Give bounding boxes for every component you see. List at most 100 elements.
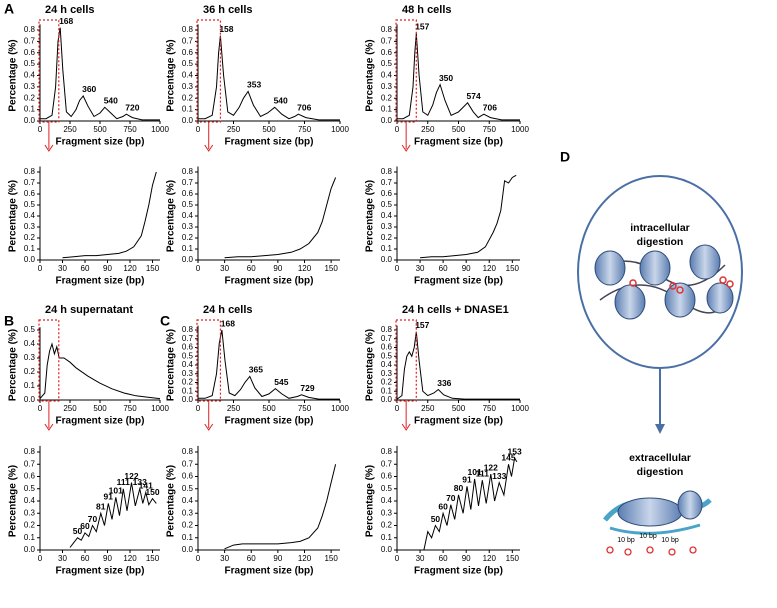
y-tick-label: 0.4	[182, 211, 194, 220]
y-tick-label: 0.6	[381, 189, 393, 198]
zoom-arrow-head	[204, 144, 214, 152]
y-tick-label: 0.5	[24, 484, 36, 493]
y-tick-label: 0.2	[24, 367, 36, 376]
diagram-label: digestion	[637, 236, 684, 248]
chart-title: 24 h cells + DNASE1	[402, 304, 509, 316]
y-tick-label: 0.8	[24, 167, 36, 176]
peak-label: 365	[249, 365, 263, 375]
y-tick-label: 0.1	[24, 244, 36, 253]
y-tick-label: 0.8	[381, 325, 393, 334]
x-tick-label: 250	[63, 404, 77, 413]
y-axis-label: Percentage (%)	[8, 39, 19, 111]
y-tick-label: 0.8	[381, 447, 393, 456]
x-tick-label: 1000	[511, 404, 529, 413]
y-tick-label: 0.6	[24, 472, 36, 481]
y-tick-label: 0.6	[182, 48, 194, 57]
y-tick-label: 0.2	[182, 521, 194, 530]
peak-label: 60	[438, 502, 448, 512]
x-axis-label: Fragment size (bp)	[56, 276, 145, 287]
highlight-box	[38, 19, 60, 123]
y-tick-label: 0.8	[24, 25, 36, 34]
x-tick-label: 30	[416, 264, 425, 273]
y-tick-label: 0.3	[182, 82, 194, 91]
highlight-box	[196, 319, 222, 402]
y-tick-label: 0.7	[24, 178, 36, 187]
spacing-label: 10 bp	[661, 537, 679, 544]
x-axis-label: Fragment size (bp)	[414, 416, 503, 427]
y-tick-label: 0.4	[381, 360, 393, 369]
y-tick-label: 0.3	[182, 508, 194, 517]
y-tick-label: 0.0	[381, 116, 393, 125]
y-axis-label: Percentage (%)	[365, 39, 376, 111]
peak-label: 353	[247, 80, 261, 90]
x-tick-label: 750	[123, 125, 137, 134]
y-tick-label: 0.0	[182, 255, 194, 264]
x-tick-label: 30	[220, 264, 229, 273]
y-tick-label: 0.1	[182, 105, 194, 114]
y-tick-label: 0.5	[182, 351, 194, 360]
x-tick-label: 1000	[151, 404, 169, 413]
y-tick-label: 0.4	[381, 496, 393, 505]
x-axis-label: Fragment size (bp)	[56, 566, 145, 577]
y-tick-label: 0.5	[381, 200, 393, 209]
y-tick-label: 0.4	[182, 71, 194, 80]
x-tick-label: 500	[452, 125, 466, 134]
x-tick-label: 750	[298, 125, 312, 134]
y-axis-label: Percentage (%)	[365, 329, 376, 401]
y-tick-label: 0.0	[182, 545, 194, 554]
peak-label: 141	[139, 481, 153, 491]
y-tick-label: 0.0	[24, 545, 36, 554]
x-tick-label: 750	[123, 404, 137, 413]
peak-label: 153	[508, 446, 522, 456]
x-tick-label: 150	[146, 554, 160, 563]
x-tick-label: 150	[324, 554, 338, 563]
x-tick-label: 60	[81, 264, 90, 273]
y-tick-label: 0.5	[24, 59, 36, 68]
peak-label: 80	[454, 483, 464, 493]
x-tick-label: 60	[247, 264, 256, 273]
y-tick-label: 0.8	[381, 25, 393, 34]
peak-label: 150	[145, 487, 159, 497]
y-tick-label: 0.5	[182, 59, 194, 68]
peak-label: 350	[439, 73, 453, 83]
y-tick-label: 0.3	[381, 82, 393, 91]
highlight-box	[395, 319, 417, 402]
y-tick-label: 0.0	[381, 545, 393, 554]
y-tick-label: 0.1	[182, 386, 194, 395]
diagram: intracellular digestion extracellular di…	[577, 175, 743, 556]
x-tick-label: 90	[103, 554, 112, 563]
x-axis-label: Fragment size (bp)	[225, 566, 314, 577]
y-tick-label: 0.1	[381, 386, 393, 395]
y-tick-label: 0.1	[182, 244, 194, 253]
peak-label: 168	[59, 16, 73, 26]
y-tick-label: 0.2	[24, 233, 36, 242]
x-tick-label: 250	[421, 125, 435, 134]
x-tick-label: 250	[63, 125, 77, 134]
y-tick-label: 0.5	[24, 200, 36, 209]
x-tick-label: 500	[262, 125, 276, 134]
peak-label: 706	[297, 102, 311, 112]
x-tick-label: 150	[146, 264, 160, 273]
y-tick-label: 0.8	[24, 447, 36, 456]
x-tick-label: 250	[421, 404, 435, 413]
line	[397, 33, 520, 121]
y-tick-label: 0.3	[381, 222, 393, 231]
y-axis-label: Percentage (%)	[365, 465, 376, 537]
x-tick-label: 500	[93, 125, 107, 134]
x-tick-label: 90	[273, 554, 282, 563]
zoom-arrow-head	[401, 423, 411, 431]
x-tick-label: 60	[439, 554, 448, 563]
y-tick-label: 0.4	[24, 496, 36, 505]
x-axis-label: Fragment size (bp)	[414, 137, 503, 148]
peak-label: 101	[468, 467, 482, 477]
y-tick-label: 0.5	[182, 200, 194, 209]
y-tick-label: 0.7	[182, 334, 194, 343]
peak-label: 70	[446, 493, 456, 503]
y-tick-label: 0.5	[182, 484, 194, 493]
y-tick-label: 0.7	[182, 459, 194, 468]
y-tick-label: 0.6	[381, 343, 393, 352]
chart-title: 36 h cells	[203, 4, 253, 16]
y-tick-label: 0.1	[381, 244, 393, 253]
x-tick-label: 1000	[151, 125, 169, 134]
